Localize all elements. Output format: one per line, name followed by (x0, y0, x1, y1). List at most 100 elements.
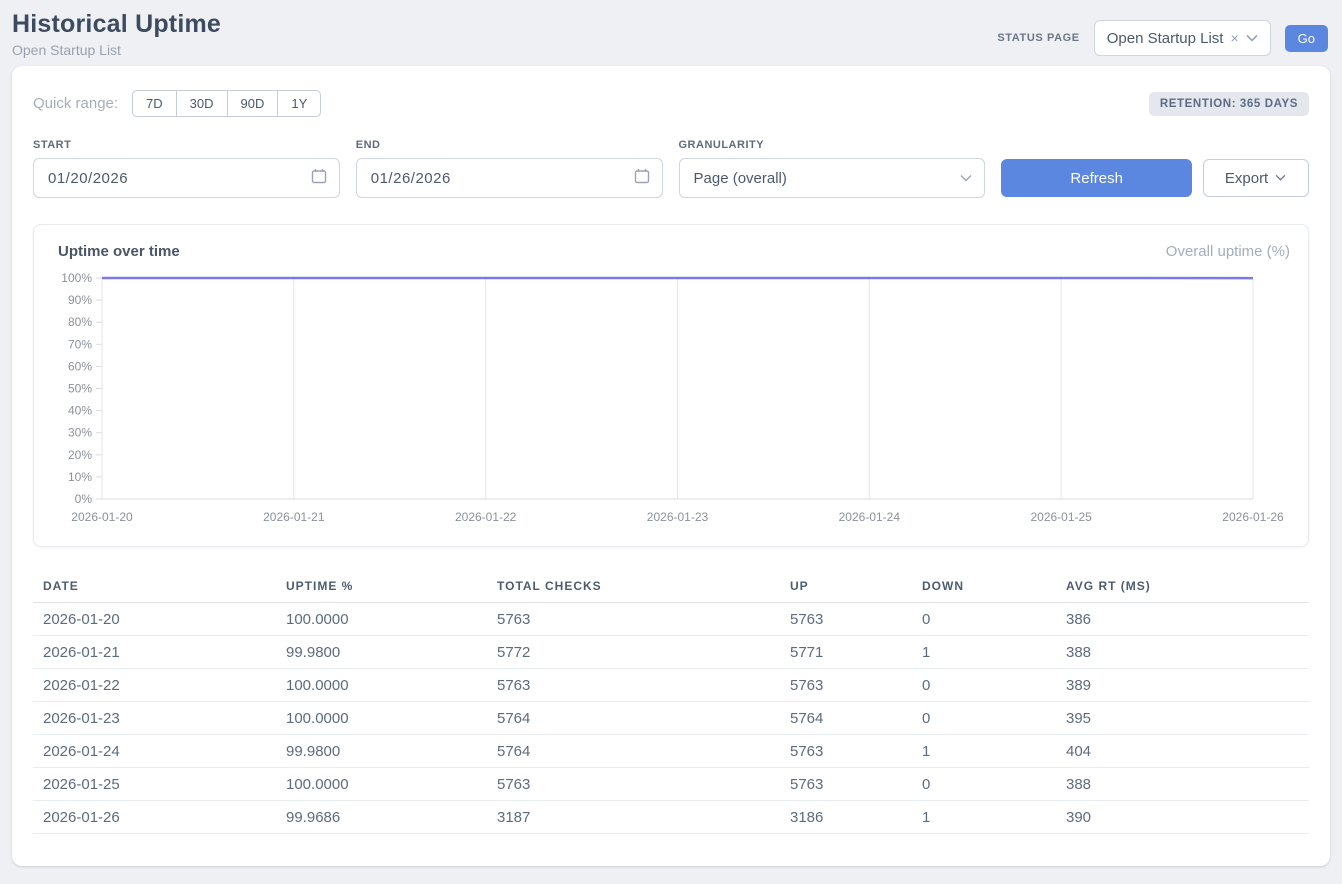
table-cell: 5763 (780, 669, 912, 702)
svg-text:50%: 50% (68, 382, 92, 396)
quick-range-30d-button[interactable]: 30D (176, 90, 228, 117)
calendar-icon[interactable] (311, 168, 327, 188)
calendar-icon[interactable] (634, 168, 650, 188)
granularity-field-group: GRANULARITY Page (overall) (679, 139, 986, 198)
column-header: UPTIME % (276, 571, 487, 603)
refresh-button[interactable]: Refresh (1001, 159, 1192, 197)
status-page-label: STATUS PAGE (997, 32, 1079, 44)
table-cell: 2026-01-20 (33, 603, 276, 636)
svg-text:0%: 0% (75, 492, 93, 506)
table-cell: 5763 (487, 669, 780, 702)
end-date-field-group: END 01/26/2026 (356, 139, 663, 198)
table-row: 2026-01-20100.0000576357630386 (33, 603, 1309, 636)
table-cell: 5771 (780, 636, 912, 669)
table-cell: 5763 (487, 603, 780, 636)
table-cell: 0 (912, 768, 1056, 801)
svg-text:10%: 10% (68, 470, 92, 484)
table-cell: 100.0000 (276, 702, 487, 735)
table-cell: 2026-01-24 (33, 735, 276, 768)
svg-text:100%: 100% (61, 271, 92, 285)
table-cell: 5764 (487, 735, 780, 768)
svg-text:90%: 90% (68, 293, 92, 307)
table-row: 2026-01-22100.0000576357630389 (33, 669, 1309, 702)
table-cell: 99.9800 (276, 636, 487, 669)
svg-text:80%: 80% (68, 315, 92, 329)
export-button[interactable]: Export (1203, 159, 1309, 197)
chevron-down-icon (1246, 34, 1258, 42)
chevron-down-icon (1275, 174, 1287, 182)
table-header-row: DATEUPTIME %TOTAL CHECKSUPDOWNAVG RT (MS… (33, 571, 1309, 603)
table-cell: 5763 (780, 735, 912, 768)
svg-text:2026-01-21: 2026-01-21 (263, 510, 325, 524)
svg-text:2026-01-26: 2026-01-26 (1222, 510, 1284, 524)
quick-range-7d-button[interactable]: 7D (132, 90, 177, 117)
table-cell: 404 (1056, 735, 1309, 768)
start-date-value: 01/20/2026 (48, 170, 128, 187)
chart-title: Uptime over time (58, 243, 180, 260)
chevron-down-icon (960, 174, 972, 182)
status-page-value: Open Startup List (1107, 30, 1224, 47)
retention-badge: RETENTION: 365 DAYS (1149, 92, 1309, 116)
svg-text:2026-01-23: 2026-01-23 (647, 510, 709, 524)
table-cell: 100.0000 (276, 603, 487, 636)
svg-text:60%: 60% (68, 359, 92, 373)
table-cell: 2026-01-25 (33, 768, 276, 801)
go-button[interactable]: Go (1285, 25, 1328, 52)
clear-icon[interactable]: × (1230, 30, 1238, 46)
table-cell: 0 (912, 603, 1056, 636)
table-cell: 99.9686 (276, 801, 487, 834)
table-cell: 5763 (780, 603, 912, 636)
table-cell: 0 (912, 702, 1056, 735)
svg-text:2026-01-24: 2026-01-24 (839, 510, 901, 524)
start-label: START (33, 139, 340, 151)
table-cell: 3186 (780, 801, 912, 834)
table-cell: 2026-01-22 (33, 669, 276, 702)
quick-range-label: Quick range: (33, 95, 118, 112)
table-cell: 1 (912, 735, 1056, 768)
table-cell: 5764 (780, 702, 912, 735)
table-cell: 3187 (487, 801, 780, 834)
table-cell: 386 (1056, 603, 1309, 636)
svg-text:70%: 70% (68, 337, 92, 351)
table-cell: 395 (1056, 702, 1309, 735)
svg-text:2026-01-20: 2026-01-20 (71, 510, 133, 524)
granularity-value: Page (overall) (694, 170, 787, 187)
quick-range-90d-button[interactable]: 90D (227, 90, 279, 117)
table-row: 2026-01-25100.0000576357630388 (33, 768, 1309, 801)
table-row: 2026-01-23100.0000576457640395 (33, 702, 1309, 735)
column-header: AVG RT (MS) (1056, 571, 1309, 603)
table-cell: 390 (1056, 801, 1309, 834)
start-date-input[interactable]: 01/20/2026 (33, 158, 340, 198)
page-header: Historical Uptime Open Startup List STAT… (0, 0, 1342, 66)
table-cell: 100.0000 (276, 768, 487, 801)
granularity-label: GRANULARITY (679, 139, 986, 151)
export-label: Export (1225, 170, 1268, 187)
table-cell: 5763 (780, 768, 912, 801)
end-date-value: 01/26/2026 (371, 170, 451, 187)
granularity-select[interactable]: Page (overall) (679, 158, 986, 198)
svg-text:2026-01-25: 2026-01-25 (1030, 510, 1092, 524)
table-cell: 5763 (487, 768, 780, 801)
chart-header: Uptime over time Overall uptime (%) (50, 241, 1292, 270)
start-date-field-group: START 01/20/2026 (33, 139, 340, 198)
svg-text:2026-01-22: 2026-01-22 (455, 510, 517, 524)
table-cell: 0 (912, 669, 1056, 702)
table-row: 2026-01-2699.9686318731861390 (33, 801, 1309, 834)
title-block: Historical Uptime Open Startup List (12, 10, 221, 58)
table-cell: 2026-01-23 (33, 702, 276, 735)
filter-form-row: START 01/20/2026 END 01/26/2026 GRANULAR… (33, 139, 1309, 198)
end-date-input[interactable]: 01/26/2026 (356, 158, 663, 198)
quick-range-1y-button[interactable]: 1Y (277, 90, 321, 117)
main-panel: Quick range: 7D 30D 90D 1Y RETENTION: 36… (12, 66, 1330, 866)
column-header: TOTAL CHECKS (487, 571, 780, 603)
chart-legend: Overall uptime (%) (1166, 243, 1290, 260)
table-cell: 100.0000 (276, 669, 487, 702)
status-page-select[interactable]: Open Startup List × (1094, 20, 1271, 56)
table-cell: 388 (1056, 768, 1309, 801)
table-row: 2026-01-2499.9800576457631404 (33, 735, 1309, 768)
uptime-chart-svg: 0%10%20%30%40%50%60%70%80%90%100%2026-01… (50, 270, 1293, 534)
table-cell: 388 (1056, 636, 1309, 669)
table-cell: 2026-01-26 (33, 801, 276, 834)
svg-text:40%: 40% (68, 404, 92, 418)
table-cell: 389 (1056, 669, 1309, 702)
